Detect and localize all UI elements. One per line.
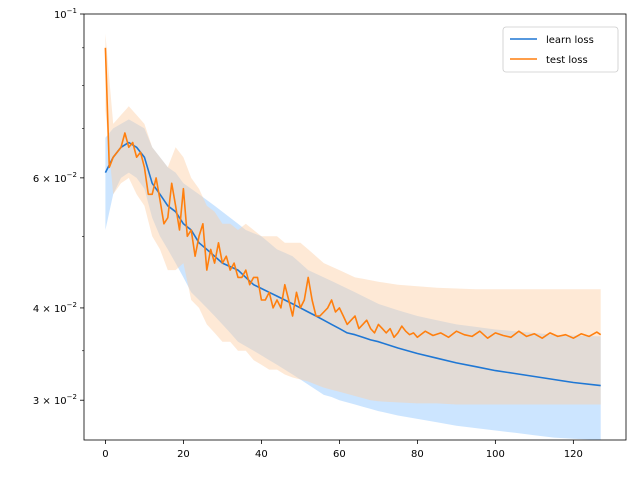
y-tick-label: 3 × 10−2 (33, 393, 77, 407)
series-lines (104, 47, 602, 387)
legend: learn loss test loss (502, 26, 619, 73)
axes-frame (83, 13, 627, 441)
confidence-bands (105, 33, 601, 441)
plot-area (83, 13, 627, 441)
x-tick-label: 0 (102, 449, 108, 460)
band-learn-loss (105, 119, 601, 441)
y-tick-label: 10−1 (54, 7, 77, 21)
y-tick-label: 4 × 10−2 (33, 301, 77, 315)
x-tick-label: 100 (486, 449, 505, 460)
x-tick-label: 40 (255, 449, 268, 460)
x-axis: 0 20 40 60 80 100 120 (102, 440, 583, 460)
x-tick-label: 80 (411, 449, 424, 460)
legend-label-learn-loss: learn loss (546, 35, 594, 46)
y-axis: 10−1 6 × 10−2 4 × 10−2 3 × 10−2 (33, 7, 84, 407)
x-tick-label: 20 (177, 449, 190, 460)
legend-label-test-loss: test loss (546, 55, 588, 66)
line-learn-loss (104, 141, 601, 387)
x-tick-label: 120 (564, 449, 583, 460)
band-test-loss (105, 33, 601, 405)
x-tick-label: 60 (333, 449, 346, 460)
y-tick-label: 6 × 10−2 (33, 171, 77, 185)
axes-background (84, 14, 626, 440)
line-test-loss (104, 47, 602, 340)
